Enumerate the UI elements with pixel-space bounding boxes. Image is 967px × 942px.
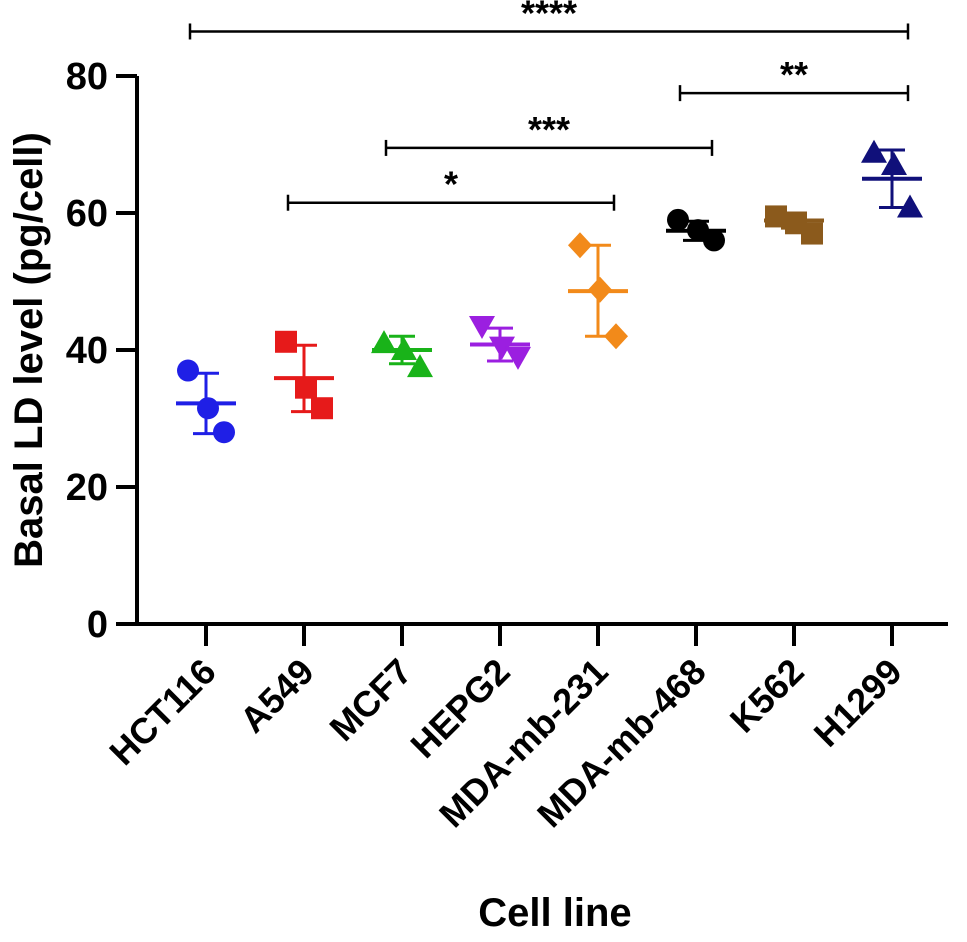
- y-axis-title: Basal LD level (pg/cell): [7, 132, 51, 568]
- significance-brackets: **********: [188, 0, 910, 211]
- significance-label: *: [444, 164, 458, 205]
- y-ticks: 0 20 40 60 80: [66, 56, 137, 646]
- data-point: [197, 397, 219, 420]
- significance-bracket: ***: [384, 109, 714, 156]
- y-tick-label: 40: [66, 330, 108, 372]
- data-point: [881, 152, 907, 176]
- data-point: [568, 232, 592, 259]
- data-point: [371, 330, 397, 354]
- y-tick-label: 0: [87, 604, 108, 646]
- significance-label: ****: [521, 0, 577, 33]
- significance-label: ***: [528, 109, 570, 150]
- data-point: [588, 276, 612, 303]
- series-H1299: [861, 139, 923, 218]
- data-point: [407, 354, 433, 378]
- series-MDA-mb-468: [666, 208, 726, 252]
- data-point: [311, 397, 333, 420]
- series-HEPG2: [469, 316, 531, 370]
- series-MCF7: [371, 330, 433, 378]
- data-point: [275, 330, 297, 353]
- significance-bracket: ****: [188, 0, 910, 40]
- series-K562: [764, 205, 824, 245]
- axes: [135, 76, 948, 626]
- significance-label: **: [780, 54, 808, 95]
- data-point: [703, 229, 725, 252]
- data-point: [177, 359, 199, 382]
- data-point: [667, 208, 689, 231]
- data-point: [295, 376, 317, 399]
- data-point: [213, 421, 235, 444]
- data-point: [687, 219, 709, 242]
- x-tick-label: A549: [232, 651, 322, 741]
- data-point: [505, 346, 531, 370]
- y-tick-label: 20: [66, 467, 108, 509]
- x-tick-label: MDA-mb-231: [431, 651, 616, 836]
- data-point: [489, 336, 515, 360]
- series-MDA-mb-231: [568, 232, 628, 350]
- significance-bracket: *: [286, 164, 616, 211]
- series-HCT116: [176, 359, 236, 444]
- data-point: [861, 139, 887, 163]
- data-points: [176, 139, 923, 444]
- x-tick-label: K562: [722, 651, 812, 741]
- data-point: [765, 205, 787, 228]
- data-point: [469, 316, 495, 340]
- y-tick-label: 60: [66, 193, 108, 235]
- data-point: [897, 194, 923, 218]
- y-tick-label: 80: [66, 56, 108, 98]
- series-A549: [274, 330, 334, 420]
- data-point: [391, 337, 417, 360]
- x-tick-label: HCT116: [101, 651, 223, 773]
- x-tick-label: MDA-mb-468: [529, 651, 714, 836]
- data-point: [604, 323, 628, 350]
- x-axis-title: Cell line: [478, 891, 631, 935]
- significance-bracket: **: [678, 54, 910, 102]
- x-tick-label: H1299: [806, 651, 910, 755]
- data-point: [801, 222, 823, 245]
